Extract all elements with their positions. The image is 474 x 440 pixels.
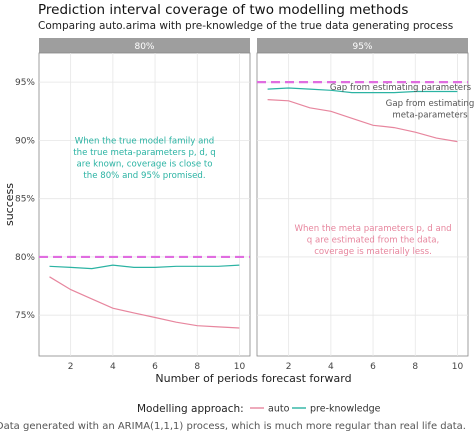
- panel-2-x-tick-label: 6: [370, 362, 376, 372]
- panel-2-annotation-2-line: meta-parameters: [392, 111, 468, 121]
- panel-2-strip: [257, 38, 468, 53]
- panel-2-annotation-1-line: Gap from estimating parameters: [330, 83, 472, 93]
- panel-2-annotation-3-line: When the meta parameters p, d and: [294, 224, 451, 234]
- panel-1-x-tick-label: 2: [68, 362, 74, 372]
- y-tick-label: 95%: [15, 78, 35, 88]
- panel-2-strip-label: 95%: [352, 42, 372, 52]
- panel-1-annotation-1-line: the true meta-parameters p, d, q: [73, 148, 215, 158]
- panel-1-x-tick-label: 6: [152, 362, 158, 372]
- chart-title: Prediction interval coverage of two mode…: [38, 2, 409, 18]
- panel-1-series-auto: [49, 276, 240, 329]
- panel-1-annotation-1-line: When the true model family and: [75, 137, 215, 147]
- panel-1-x-tick-label: 4: [110, 362, 116, 372]
- panel-2-background: [256, 52, 469, 357]
- panel-2-x-tick-label: 10: [452, 362, 464, 372]
- y-axis-title: success: [3, 183, 16, 226]
- panel-1-x-tick-label: 10: [234, 362, 246, 372]
- panel-1-strip-label: 80%: [134, 42, 154, 52]
- panel-2-annotation-2-line: Gap from estimating: [386, 99, 474, 109]
- legend-label-pre-knowledge: pre-knowledge: [310, 404, 381, 415]
- y-tick-label: 90%: [15, 136, 35, 146]
- panel-2-series-auto: [267, 99, 458, 143]
- panel-1-x-tick-label: 8: [194, 362, 200, 372]
- panel-1-annotation-1-line: the 80% and 95% promised.: [83, 171, 205, 181]
- legend-title: Modelling approach:: [137, 403, 244, 415]
- panel-2-x-tick-label: 4: [328, 362, 334, 372]
- y-tick-label: 85%: [15, 195, 35, 205]
- chart-subtitle: Comparing auto.arima with pre-knowledge …: [38, 20, 454, 32]
- panel-2-x-tick-label: 2: [286, 362, 292, 372]
- x-axis-title: Number of periods forecast forward: [155, 372, 351, 385]
- panel-1-annotation-1-line: are known, coverage is close to: [77, 160, 213, 170]
- panel-2-annotation-3-line: q are estimated from the data,: [307, 235, 439, 245]
- panel-1-strip: [39, 38, 250, 53]
- panel-1-series-pre-knowledge: [49, 264, 240, 270]
- legend-label-auto: auto: [268, 404, 290, 415]
- y-tick-label: 75%: [15, 311, 35, 321]
- panel-2-series-pre-knowledge: [267, 87, 458, 94]
- panel-2-x-tick-label: 8: [412, 362, 418, 372]
- chart-caption: Data generated with an ARIMA(1,1,1) proc…: [0, 421, 466, 432]
- panel-2-annotation-3-line: coverage is materially less.: [314, 247, 432, 257]
- panel-1-background: [38, 52, 251, 357]
- y-tick-label: 80%: [15, 253, 35, 263]
